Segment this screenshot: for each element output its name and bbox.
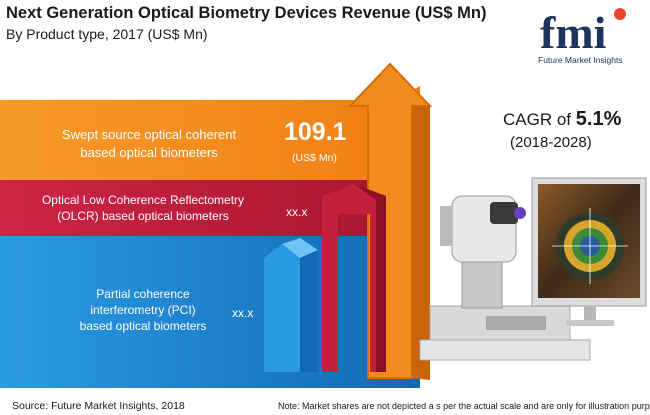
logo-dot-icon <box>614 8 626 20</box>
band-label-olcr: Optical Low Coherence Reflectometry (OLCR… <box>41 193 245 223</box>
cagr-label: CAGR of 5.1% <box>503 108 622 130</box>
value-swept: 109.1 <box>284 118 347 146</box>
cagr-period: (2018-2028) <box>510 134 592 151</box>
logo-name: Future Market Insights <box>538 55 623 65</box>
chart-title: Next Generation Optical Biometry Devices… <box>6 4 487 22</box>
logo-letters: fmi <box>540 7 607 58</box>
source-note: Source: Future Market Insights, 2018 <box>12 400 185 412</box>
value-pci: xx.x <box>232 306 254 320</box>
bar-olcr <box>322 184 386 372</box>
fmi-logo: fmi <box>540 7 626 58</box>
bar-pci <box>264 244 300 372</box>
band-label-pci: Partial coherence interferometry (PCI) bas… <box>79 287 207 333</box>
chart-subtitle: By Product type, 2017 (US$ Mn) <box>6 26 208 42</box>
value-unit: (US$ Mn) <box>292 152 337 164</box>
monitor-icon <box>531 177 647 326</box>
biometer-device-icon <box>419 195 591 361</box>
band-swept-source <box>0 86 420 180</box>
band-label-swept: Swept source optical coherent based optic… <box>61 127 237 160</box>
band-pci <box>0 236 420 388</box>
disclaimer-note: Note: Market shares are not depicted a s… <box>278 401 650 411</box>
value-olcr: xx.x <box>286 205 308 219</box>
cagr-value: 5.1% <box>575 108 622 130</box>
